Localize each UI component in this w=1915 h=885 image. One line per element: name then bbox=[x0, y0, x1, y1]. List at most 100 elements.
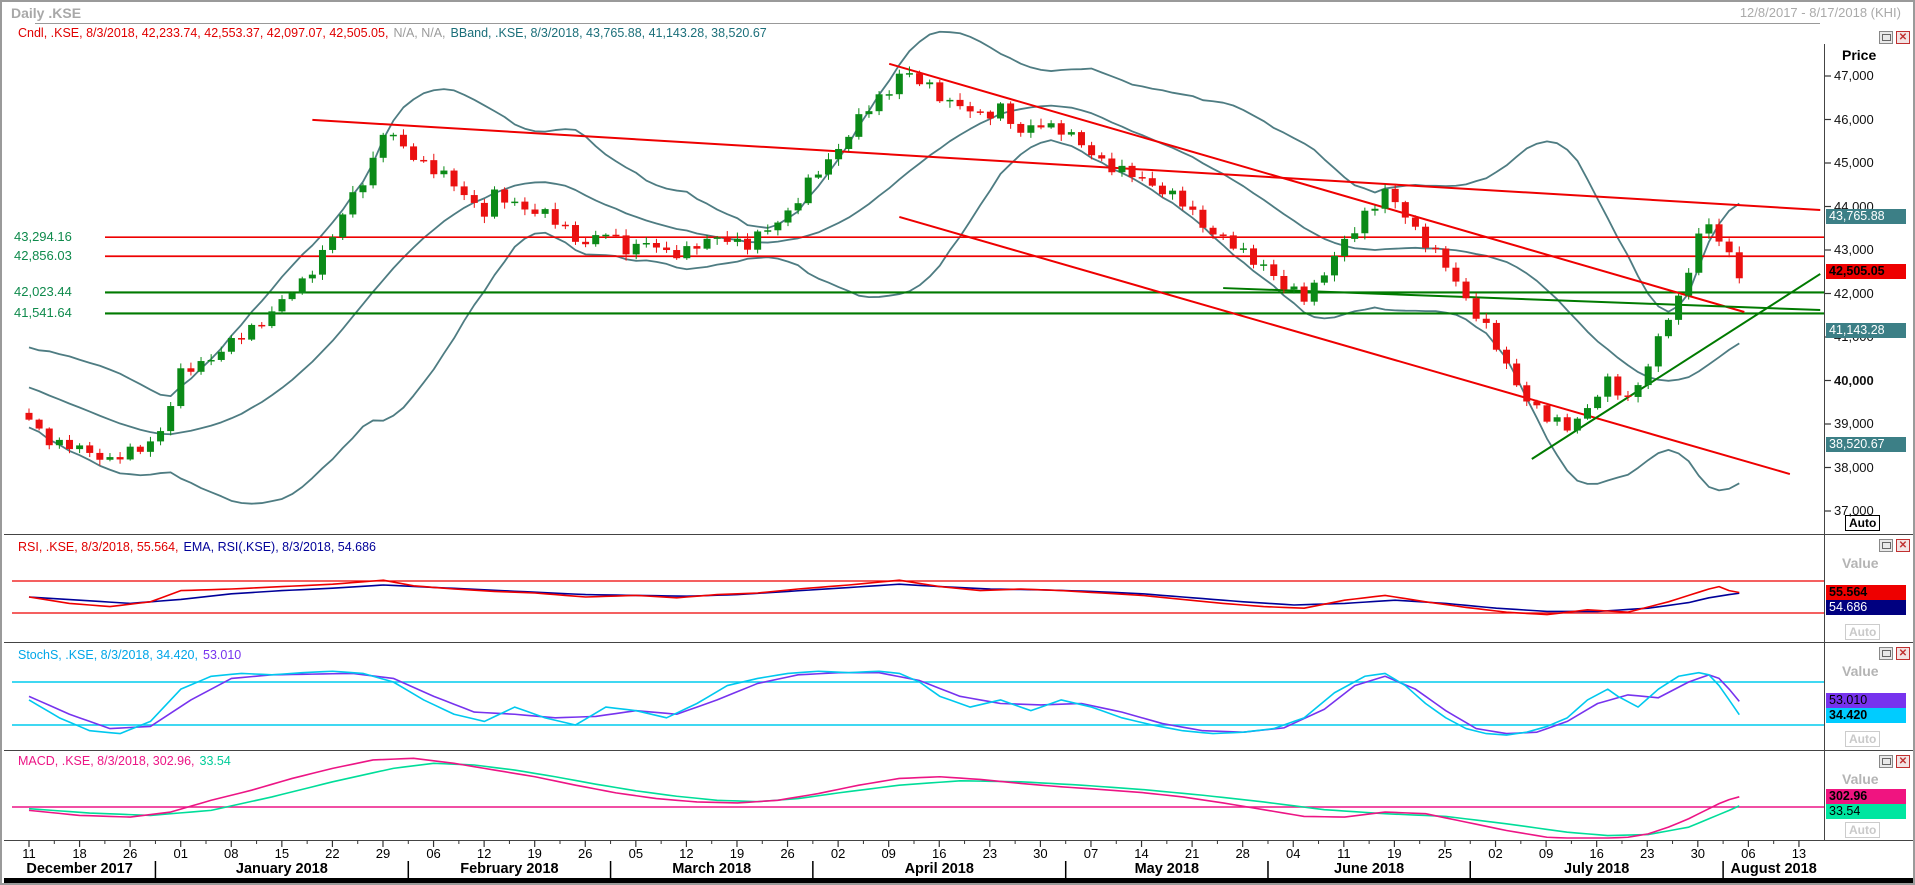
x-axis-day-label: 16 bbox=[1589, 846, 1604, 861]
x-axis-month-label: June 2018 bbox=[1334, 861, 1405, 877]
x-axis-day-label: 18 bbox=[72, 846, 87, 861]
macd-legend-signal: 33.54 bbox=[199, 754, 231, 768]
rsi-legend-main: RSI, .KSE, 8/3/2018, 55.564, bbox=[18, 540, 179, 554]
value-badge: 54.686 bbox=[1826, 599, 1906, 615]
price-tick-label: 46,000 bbox=[1834, 111, 1874, 127]
x-axis-month-label: February 2018 bbox=[460, 861, 559, 877]
stoch-auto-button[interactable]: Auto bbox=[1845, 731, 1881, 747]
stoch-legend-k: StochS, .KSE, 8/3/2018, 34.420, bbox=[18, 648, 198, 662]
macd-legend: MACD, .KSE, 8/3/2018, 302.96, 33.54 bbox=[18, 754, 236, 768]
macd-legend-main: MACD, .KSE, 8/3/2018, 302.96, bbox=[18, 754, 195, 768]
value-badge: 43,765.88 bbox=[1826, 208, 1906, 224]
x-axis-month-label: August 2018 bbox=[1730, 861, 1817, 877]
macd-auto-button[interactable]: Auto bbox=[1845, 822, 1881, 838]
price-tick-label: 40,000 bbox=[1834, 372, 1874, 388]
x-axis-day-label: 29 bbox=[375, 846, 391, 861]
x-axis-day-label: 23 bbox=[1640, 846, 1655, 861]
x-axis-day-label: 23 bbox=[982, 846, 998, 861]
window-title: Daily .KSE bbox=[11, 5, 82, 21]
price-tick-label: 38,000 bbox=[1834, 459, 1874, 475]
value-badge: 34.420 bbox=[1826, 708, 1906, 724]
minimize-icon[interactable] bbox=[1879, 647, 1893, 660]
x-axis-day-label: 11 bbox=[1337, 846, 1351, 861]
stoch-legend-d: 53.010 bbox=[203, 648, 242, 662]
value-badge: 302.96 bbox=[1826, 788, 1906, 804]
level-label: 43,294.16 bbox=[14, 229, 72, 245]
x-axis-day-label: 08 bbox=[224, 846, 239, 861]
price-tick-label: 39,000 bbox=[1834, 416, 1874, 431]
x-axis-day-label: 04 bbox=[1286, 846, 1301, 861]
x-axis-day-label: 07 bbox=[1083, 846, 1099, 861]
rsi-legend: RSI, .KSE, 8/3/2018, 55.564, EMA, RSI(.KS… bbox=[18, 540, 381, 554]
value-badge: 41,143.28 bbox=[1826, 322, 1906, 338]
level-label: 41,541.64 bbox=[14, 305, 72, 321]
restore-glyph bbox=[1881, 650, 1891, 657]
price-axis-title: Price bbox=[1842, 47, 1877, 63]
x-axis-month-label: December 2017 bbox=[26, 861, 133, 877]
x-axis-day-label: 26 bbox=[578, 846, 593, 861]
x-axis-day-label: 26 bbox=[122, 846, 138, 861]
price-tick-label: 37,000 bbox=[1834, 503, 1874, 518]
value-badge: 53.010 bbox=[1826, 693, 1906, 709]
date-range: 12/8/2017 - 8/17/2018 (KHI) bbox=[1739, 5, 1901, 20]
value-badge: 33.54 bbox=[1826, 803, 1906, 819]
restore-glyph bbox=[1881, 758, 1891, 765]
x-axis-day-label: 12 bbox=[476, 846, 492, 861]
x-axis-day-label: 19 bbox=[1387, 846, 1402, 861]
x-axis-day-label: 01 bbox=[173, 846, 188, 861]
rsi-legend-ema: EMA, RSI(.KSE), 8/3/2018, 54.686 bbox=[183, 540, 376, 554]
x-axis-day-label: 28 bbox=[1235, 846, 1250, 861]
price-legend: Cndl, .KSE, 8/3/2018, 42,233.74, 42,553.… bbox=[18, 26, 772, 40]
price-tick-label: 43,000 bbox=[1834, 242, 1874, 257]
x-axis-day-label: 25 bbox=[1437, 846, 1453, 861]
na-legend: N/A, N/A, bbox=[393, 26, 446, 40]
bband-legend: BBand, .KSE, 8/3/2018, 43,765.88, 41,143… bbox=[450, 26, 767, 40]
close-icon[interactable]: ✕ bbox=[1896, 755, 1910, 768]
x-axis-day-label: 21 bbox=[1184, 846, 1200, 861]
x-axis-day-label: 14 bbox=[1134, 846, 1149, 861]
close-icon[interactable]: ✕ bbox=[1896, 539, 1910, 552]
x-axis-day-label: 06 bbox=[1741, 846, 1756, 861]
x-axis-day-label: 30 bbox=[1690, 846, 1706, 861]
x-axis-day-label: 02 bbox=[830, 846, 846, 861]
price-auto-button[interactable]: Auto bbox=[1845, 515, 1881, 531]
value-badge: 55.564 bbox=[1826, 584, 1906, 600]
x-axis-day-label: 09 bbox=[1538, 846, 1554, 861]
x-axis-month-label: January 2018 bbox=[235, 861, 328, 877]
rsi-auto-button[interactable]: Auto bbox=[1845, 624, 1881, 640]
stoch-axis-title: Value bbox=[1842, 663, 1879, 679]
x-axis-day-label: 05 bbox=[628, 846, 644, 861]
close-icon[interactable]: ✕ bbox=[1896, 31, 1910, 44]
price-tick-label: 45,000 bbox=[1834, 155, 1874, 170]
level-label: 42,856.03 bbox=[14, 248, 72, 264]
stoch-legend: StochS, .KSE, 8/3/2018, 34.420, 53.010 bbox=[18, 648, 246, 662]
x-axis-day-label: 09 bbox=[881, 846, 896, 861]
minimize-icon[interactable] bbox=[1879, 31, 1893, 44]
minimize-icon[interactable] bbox=[1879, 539, 1893, 552]
price-tick-label: 42,000 bbox=[1834, 285, 1874, 301]
x-axis-day-label: 19 bbox=[527, 846, 542, 861]
restore-glyph bbox=[1881, 542, 1891, 549]
x-axis-day-label: 16 bbox=[932, 846, 947, 861]
x-axis-day-label: 22 bbox=[325, 846, 340, 861]
value-badge: 38,520.67 bbox=[1826, 436, 1906, 452]
rsi-axis-title: Value bbox=[1842, 555, 1879, 571]
minimize-icon[interactable] bbox=[1879, 755, 1893, 768]
x-axis-day-label: 02 bbox=[1488, 846, 1503, 861]
x-axis-month-label: April 2018 bbox=[904, 861, 974, 877]
x-axis-day-label: 26 bbox=[780, 846, 795, 861]
close-icon[interactable]: ✕ bbox=[1896, 647, 1910, 660]
x-axis-day-label: 11 bbox=[22, 846, 36, 861]
x-axis-month-label: July 2018 bbox=[1564, 861, 1630, 877]
x-axis-day-label: 06 bbox=[426, 846, 441, 861]
level-label: 42,023.44 bbox=[14, 284, 72, 300]
x-axis-day-label: 13 bbox=[1791, 846, 1807, 861]
candle-legend: Cndl, .KSE, 8/3/2018, 42,233.74, 42,553.… bbox=[18, 26, 389, 40]
macd-axis-title: Value bbox=[1842, 771, 1879, 787]
x-axis-month-label: March 2018 bbox=[672, 861, 752, 877]
x-axis-day-label: 15 bbox=[274, 846, 290, 861]
value-badge: 42,505.05 bbox=[1826, 263, 1906, 279]
x-axis-day-label: 12 bbox=[679, 846, 694, 861]
